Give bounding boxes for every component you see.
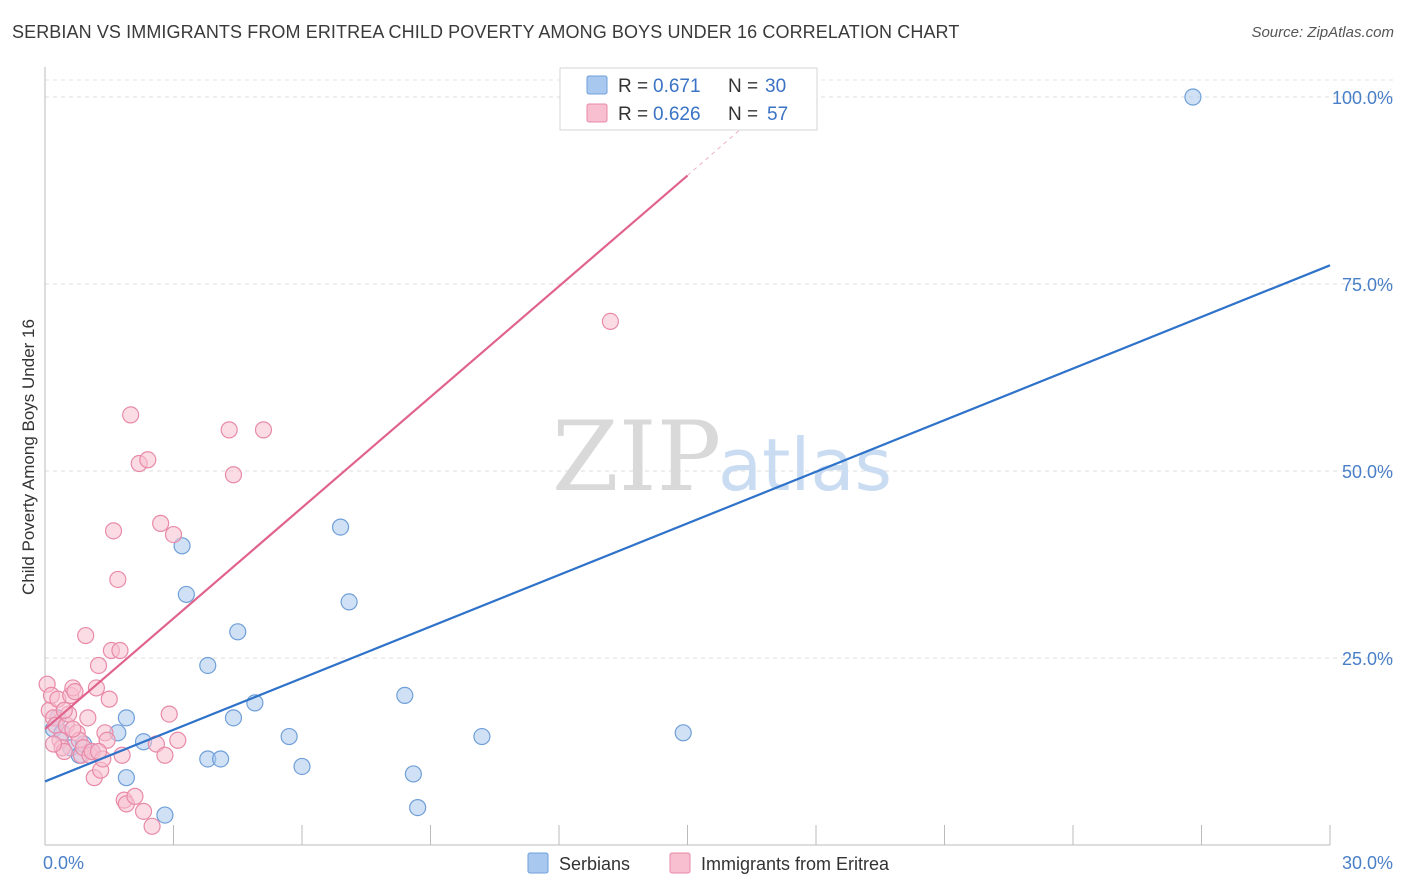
serbian-point bbox=[212, 750, 230, 768]
serbian-point bbox=[293, 757, 311, 776]
serbian-point bbox=[340, 593, 358, 611]
y-axis-label: Child Poverty Among Boys Under 16 bbox=[19, 319, 38, 595]
eritrea-point bbox=[87, 679, 106, 697]
eritrea-point bbox=[139, 451, 157, 469]
x-tick-label: 0.0% bbox=[43, 853, 84, 873]
eritrea-point bbox=[164, 525, 183, 544]
chart-title: SERBIAN VS IMMIGRANTS FROM ERITREA CHILD… bbox=[12, 22, 960, 42]
source-label: Source: ZipAtlas.com bbox=[1251, 24, 1394, 41]
legend-r-value: 0.671 bbox=[653, 76, 701, 97]
eritrea-point bbox=[77, 626, 95, 645]
serbian-point bbox=[177, 585, 195, 604]
eritrea-point bbox=[126, 787, 144, 805]
x-tick-labels: 0.0% 30.0% bbox=[43, 853, 1393, 873]
eritrea-point bbox=[104, 522, 123, 540]
eritrea-point bbox=[66, 683, 84, 701]
eritrea-trend-line bbox=[44, 174, 689, 730]
serbian-point bbox=[229, 623, 247, 641]
serbian-point bbox=[409, 798, 427, 817]
bottom-legend-swatch-serbians bbox=[527, 852, 549, 874]
eritrea-point bbox=[122, 406, 140, 424]
eritrea-point bbox=[55, 701, 73, 719]
eritrea-point bbox=[44, 735, 63, 753]
eritrea-point bbox=[64, 720, 82, 738]
eritrea-point bbox=[152, 514, 170, 532]
legend-swatch-serbians bbox=[586, 75, 608, 95]
bottom-legend-label-eritrea: Immigrants from Eritrea bbox=[701, 854, 890, 874]
serbian-point bbox=[280, 727, 298, 746]
legend-swatch-eritrea bbox=[586, 103, 608, 123]
eritrea-point bbox=[143, 817, 161, 835]
watermark-atlas: atlas bbox=[718, 423, 892, 507]
eritrea-point bbox=[134, 802, 153, 820]
legend-n-value: 30 bbox=[765, 76, 786, 97]
legend-r-label: R = bbox=[618, 76, 648, 97]
eritrea-point bbox=[220, 421, 238, 439]
legend-r-label: R = bbox=[618, 104, 648, 125]
bottom-legend-swatch-eritrea bbox=[669, 852, 691, 874]
y-tick-label: 75.0% bbox=[1342, 275, 1393, 295]
eritrea-point bbox=[169, 731, 187, 749]
eritrea-point bbox=[156, 746, 174, 764]
eritrea-point bbox=[100, 690, 118, 708]
legend-n-label: N = bbox=[728, 76, 758, 97]
y-tick-labels: 25.0% 50.0% 75.0% 100.0% bbox=[1332, 88, 1393, 669]
legend: R = 0.671 N = 30 R = 0.626 N = 57 bbox=[559, 67, 818, 131]
watermark-zip: ZIP bbox=[552, 401, 721, 513]
serbian-point bbox=[404, 765, 422, 783]
serbian-point bbox=[473, 727, 491, 746]
eritrea-point bbox=[79, 709, 97, 727]
serbian-point bbox=[1184, 88, 1202, 106]
serbian-point bbox=[674, 724, 692, 742]
eritrea-point bbox=[224, 466, 243, 484]
serbian-point bbox=[156, 806, 174, 824]
eritrea-point bbox=[111, 641, 129, 660]
serbian-point bbox=[117, 709, 135, 727]
legend-r-value: 0.626 bbox=[653, 104, 701, 125]
data-points bbox=[38, 88, 1202, 835]
gridlines bbox=[45, 79, 1395, 659]
trend-lines bbox=[44, 130, 1331, 783]
bottom-legend-label-serbians: Serbians bbox=[559, 854, 630, 874]
serbian-point bbox=[396, 686, 414, 705]
eritrea-point bbox=[254, 421, 273, 439]
axes bbox=[44, 67, 1331, 846]
eritrea-trend-extension bbox=[687, 130, 740, 176]
serbian-trend-line bbox=[44, 264, 1331, 783]
eritrea-point bbox=[109, 570, 127, 589]
bottom-legend: Serbians Immigrants from Eritrea bbox=[527, 852, 890, 874]
legend-row-eritrea: R = 0.626 N = 57 bbox=[586, 103, 788, 125]
watermark: ZIP atlas bbox=[552, 401, 892, 513]
eritrea-point bbox=[601, 312, 620, 330]
y-tick-label: 50.0% bbox=[1342, 462, 1393, 482]
legend-n-value: 57 bbox=[767, 104, 788, 125]
legend-row-serbians: R = 0.671 N = 30 bbox=[586, 75, 786, 97]
y-tick-label: 25.0% bbox=[1342, 649, 1393, 669]
eritrea-point bbox=[89, 656, 108, 675]
serbian-point bbox=[199, 656, 217, 675]
serbian-point bbox=[224, 709, 243, 727]
eritrea-point bbox=[160, 705, 178, 723]
legend-n-label: N = bbox=[728, 104, 758, 125]
x-tick-label: 30.0% bbox=[1342, 853, 1393, 873]
y-tick-label: 100.0% bbox=[1332, 88, 1393, 108]
serbian-point bbox=[117, 769, 135, 787]
serbian-point bbox=[331, 518, 350, 536]
